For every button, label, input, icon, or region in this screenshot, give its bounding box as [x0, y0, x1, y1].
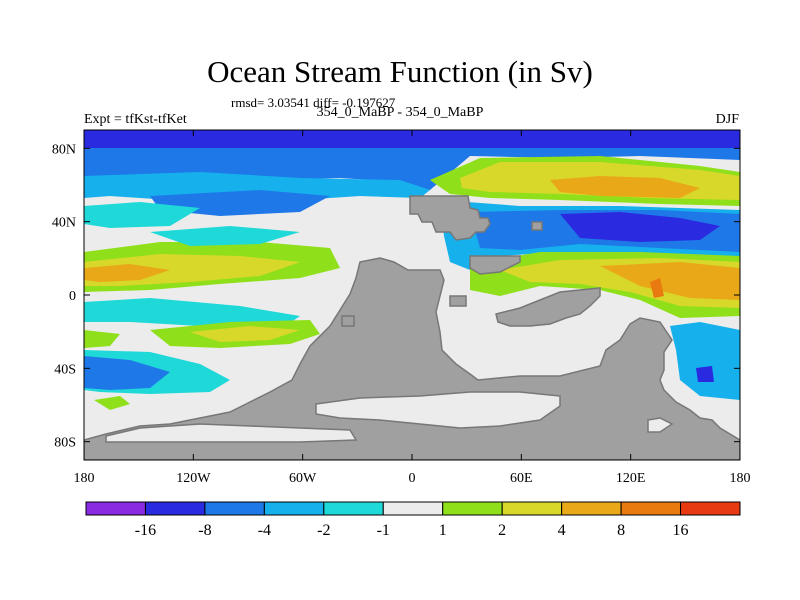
axis-ticks: 180 120W 60W 0 60E 120E 180 80N 40N 0 40S 80S [52, 130, 751, 486]
inland-sea-south-east [647, 417, 674, 433]
rmsd-label: rmsd= 3.03541 diff= -0.197627 [231, 95, 396, 110]
colorbar-label-2: -4 [258, 522, 271, 539]
colorbar-box-7 [501, 501, 563, 516]
colorbar-box-0 [85, 501, 146, 516]
land-island-north [531, 221, 543, 231]
period-label: 354_0_MaBP - 354_0_MaBP [316, 105, 484, 120]
colorbar-label-9: 16 [673, 522, 689, 539]
land-mid-east [469, 255, 521, 275]
colorbar-box-10 [680, 501, 741, 516]
season-label: DJF [715, 112, 739, 127]
colorbar-box-8 [561, 501, 622, 516]
field-west-cyan-lobe [84, 202, 200, 228]
y-tick-label-0: 80N [52, 142, 76, 157]
colorbar-label-6: 2 [498, 522, 506, 539]
field-west-tropic-cyan [150, 226, 300, 246]
field-gyre-dark [560, 212, 720, 242]
colorbar-box-2 [204, 501, 265, 516]
colorbar-label-7: 4 [558, 522, 566, 539]
field-south-green-west [84, 330, 120, 348]
field-north-blue-band [84, 148, 740, 190]
y-tick-label-1: 40N [52, 216, 76, 231]
field-east-tropic-hot [650, 278, 664, 298]
colorbar: -16 -8 -4 -2 -1 1 2 4 8 16 [85, 501, 741, 539]
field-southeast-dark [696, 366, 714, 382]
colorbar-label-4: -1 [377, 522, 390, 539]
colorbar-box-9 [620, 501, 682, 516]
land-pangea-main [84, 257, 740, 460]
experiment-label: Expt = tfKst-tfKet [84, 112, 187, 127]
field-southeast-cyan [670, 322, 740, 400]
field-south-yellow [190, 326, 300, 342]
y-tick-label-2: 0 [69, 289, 76, 304]
field-east-tropic-orange [600, 262, 740, 300]
colorbar-box-6 [442, 501, 503, 516]
colorbar-label-8: 8 [617, 522, 625, 539]
y-tick-label-3: 40S [54, 362, 76, 377]
inland-sea-south-mid [315, 391, 561, 429]
x-tick-label-3: 0 [409, 471, 416, 486]
field-southern-green [94, 396, 130, 410]
x-tick-label-2: 60W [289, 471, 317, 486]
x-tick-label-1: 120W [176, 471, 211, 486]
colorbar-box-5 [382, 501, 444, 516]
inland-sea-south-west [105, 423, 358, 443]
field-north-positive-orange [550, 176, 700, 198]
land-east-arc [495, 287, 601, 327]
field-arctic-band [84, 130, 740, 150]
field-southern-blue [84, 356, 170, 390]
x-tick-label-5: 120E [616, 471, 646, 486]
land-small-west [341, 315, 355, 327]
y-tick-label-4: 80S [54, 436, 76, 451]
colorbar-box-4 [323, 501, 384, 516]
colorbar-box-1 [144, 501, 206, 516]
field-north-cyan-band [84, 172, 430, 200]
land-north-europe [409, 195, 491, 241]
field-west-tropic-orange [84, 264, 170, 282]
x-tick-label-4: 60E [510, 471, 533, 486]
colorbar-label-1: -8 [198, 522, 211, 539]
colorbar-label-0: -16 [135, 522, 156, 539]
colorbar-box-3 [263, 501, 325, 516]
x-tick-label-0: 180 [74, 471, 95, 486]
x-tick-label-6: 180 [730, 471, 751, 486]
chart-title: Ocean Stream Function (in Sv) [207, 54, 593, 89]
colorbar-label-5: 1 [439, 522, 447, 539]
colorbar-label-3: -2 [317, 522, 330, 539]
land-small-mid [449, 295, 467, 307]
